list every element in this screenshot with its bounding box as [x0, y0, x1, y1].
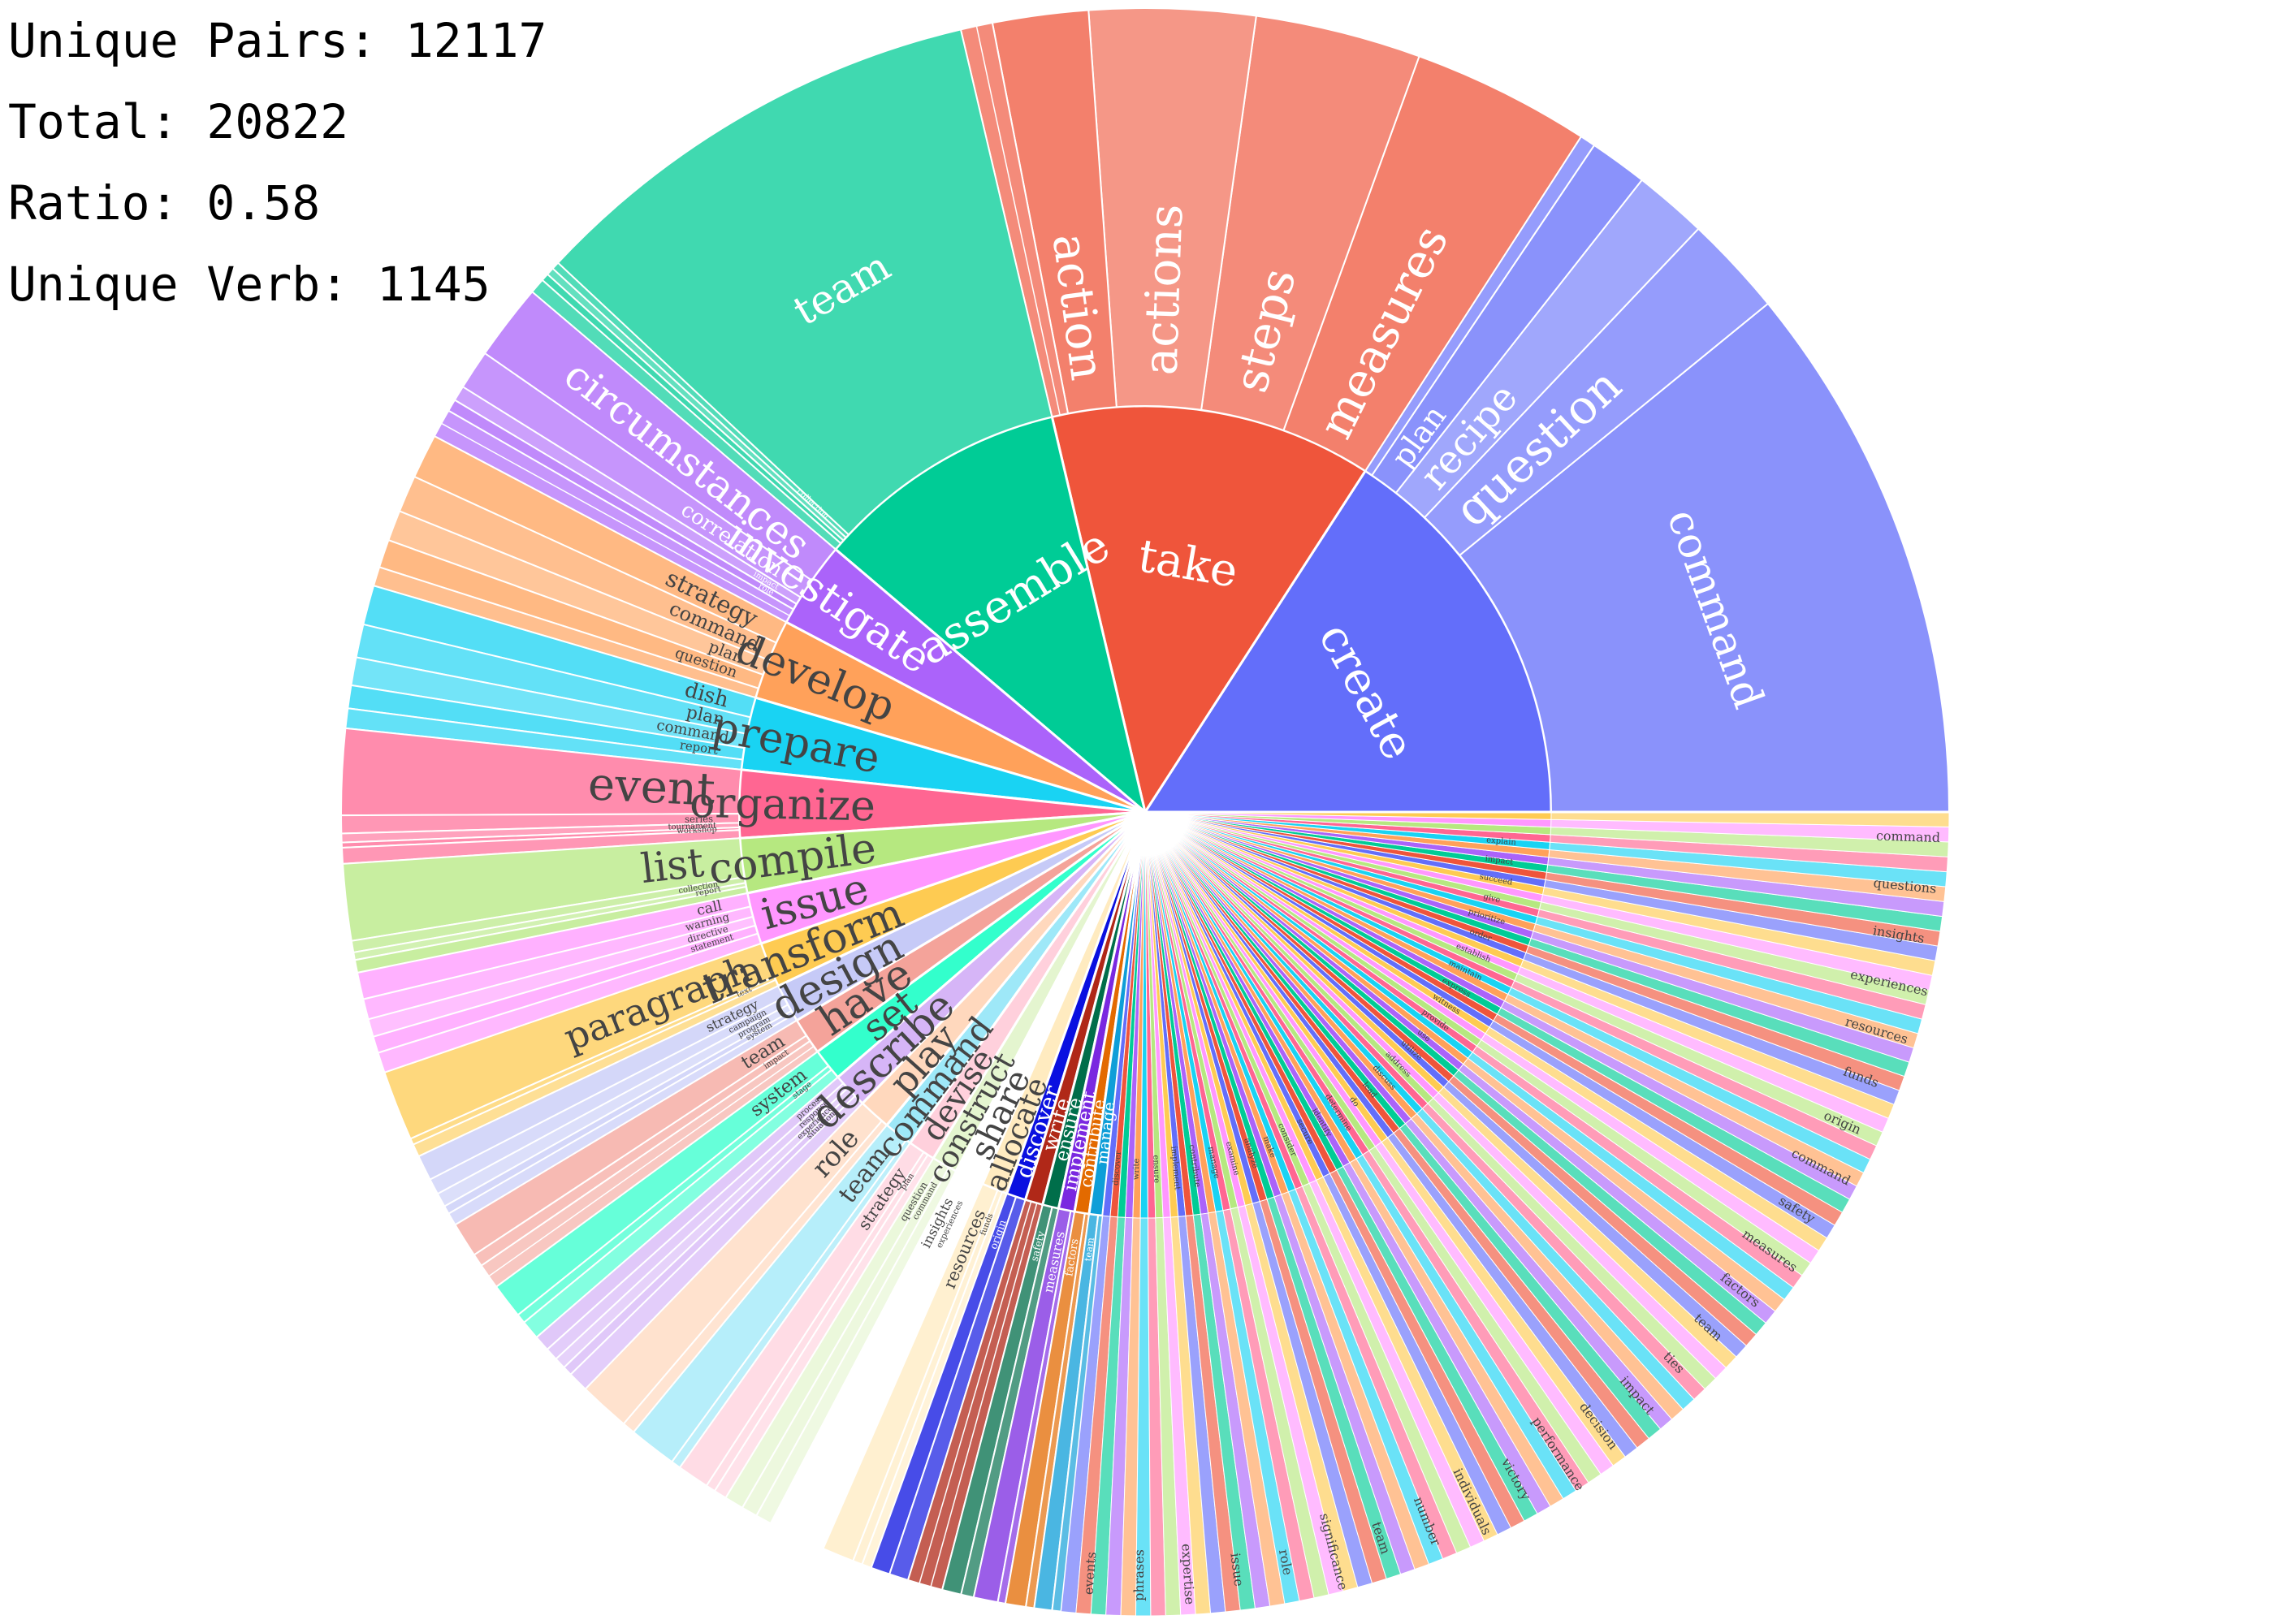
tail-verb-label-explain: explain: [1486, 836, 1517, 847]
tail-verb-label-ensure: ensure: [1151, 1155, 1161, 1183]
tail-verb-label-implement: implement: [1169, 1146, 1182, 1190]
stats-panel: Unique Pairs: 12117 Total: 20822 Ratio: …: [8, 0, 547, 325]
sunburst-slices: [340, 7, 1951, 1617]
tail-object-label-phrases-1: phrases: [1131, 1549, 1148, 1601]
total-stat: Total: 20822: [8, 94, 349, 149]
tail-object-label-expertise-2: expertise: [1178, 1543, 1197, 1605]
tail-object-label-events-0: events: [1081, 1551, 1100, 1595]
unique-verb-stat: Unique Verb: 1145: [8, 257, 491, 312]
unique-pairs-stat: Unique Pairs: 12117: [8, 13, 547, 68]
slice-divider: [441, 422, 790, 616]
tail-verb-label-impact: impact: [1485, 854, 1514, 867]
object-label-actions: actions: [1132, 203, 1193, 376]
object-label-event: event: [587, 758, 717, 817]
object-label-series: series: [685, 813, 713, 825]
ratio-stat: Ratio: 0.58: [8, 175, 321, 231]
tail-object-label-issue-3: issue: [1227, 1552, 1247, 1587]
slice-assemble-team: [556, 28, 1053, 536]
tail-verb-label-discover: discover: [1112, 1151, 1123, 1186]
verb-label-organize: organize: [690, 779, 876, 831]
object-label-team: team: [1082, 1237, 1096, 1262]
slice-divider: [930, 1203, 1038, 1587]
slice-divider: [488, 1046, 815, 1277]
object-label-list: list: [638, 839, 706, 892]
slice-divider: [919, 1201, 1032, 1584]
tail-verb-label-give: give: [1482, 892, 1501, 905]
object-label-workshop: workshop: [677, 825, 717, 836]
tail-object-label-command-25: command: [1876, 828, 1941, 846]
object-label-factors: factors: [1063, 1237, 1081, 1277]
tail-verb-label-write: write: [1132, 1158, 1142, 1180]
object-label-tournament: tournament: [668, 822, 716, 832]
slice-create-command: [1458, 302, 1951, 813]
slice-divider: [975, 25, 1061, 416]
